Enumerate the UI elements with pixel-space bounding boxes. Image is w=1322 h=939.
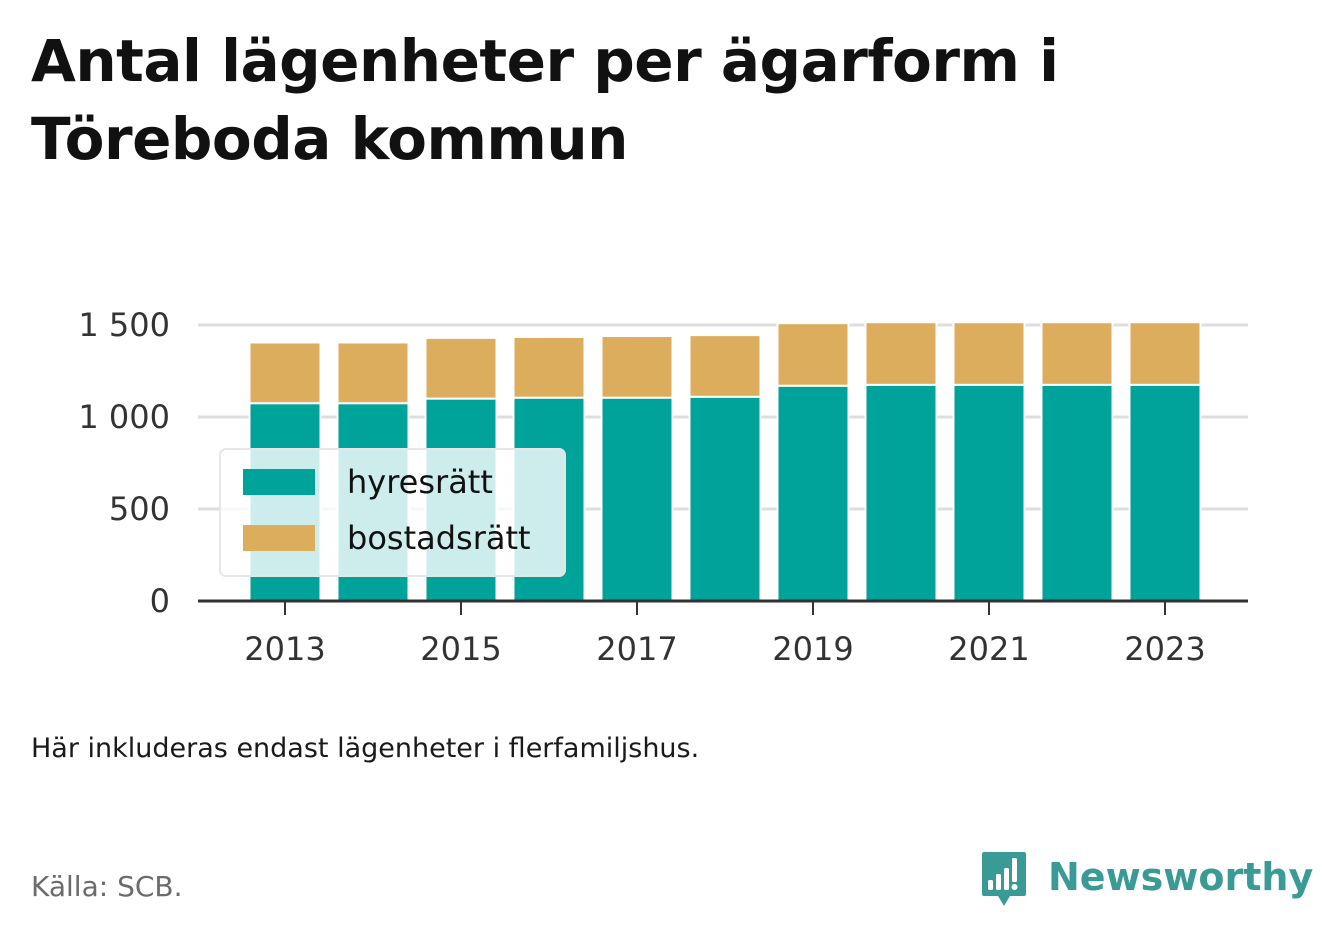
x-tick-label: 2017: [596, 630, 677, 668]
bar-hyresratt: [600, 396, 674, 602]
legend-swatch: [243, 469, 315, 495]
chart-note: Här inkluderas endast lägenheter i flerf…: [31, 733, 700, 764]
legend-swatch: [243, 525, 315, 551]
y-tick-label: 1 000: [78, 398, 170, 436]
bar-hyresratt: [776, 384, 850, 602]
bar-bostadsratt: [688, 334, 762, 398]
legend-label: hyresrätt: [347, 463, 493, 501]
x-tick-label: 2023: [1124, 630, 1205, 668]
x-tick-label: 2021: [948, 630, 1029, 668]
bar-hyresratt: [952, 383, 1026, 602]
bar-bostadsratt: [336, 341, 410, 405]
x-tick-label: 2019: [772, 630, 853, 668]
y-tick-label: 500: [109, 490, 170, 528]
legend-label: bostadsrätt: [347, 519, 531, 557]
bar-hyresratt: [688, 395, 762, 603]
source-text: Källa: SCB.: [31, 870, 183, 903]
bar-bostadsratt: [952, 321, 1026, 386]
bar-bostadsratt: [424, 336, 498, 400]
bar-bostadsratt: [1128, 321, 1202, 386]
brand-logo[interactable]: Newsworthy: [980, 850, 1313, 910]
bar-bostadsratt: [248, 341, 322, 405]
chart-title: Antal lägenheter per ägarform i Töreboda…: [31, 27, 1059, 173]
bar-bostadsratt: [864, 321, 938, 386]
bar-bostadsratt: [600, 335, 674, 399]
brand-name: Newsworthy: [1048, 855, 1314, 899]
bar-bostadsratt: [776, 322, 850, 387]
bar-bostadsratt: [512, 335, 586, 399]
bar-hyresratt: [864, 383, 938, 602]
y-tick-label: 1 500: [78, 306, 170, 344]
bar-hyresratt: [1128, 383, 1202, 602]
bar-bostadsratt: [1040, 321, 1114, 386]
y-tick-label: 0: [150, 582, 170, 620]
bar-hyresratt: [1040, 383, 1114, 602]
stacked-bar-chart: 0 500 1 000 1 500 2013 2015 2017 2019 2021 2023 hy…: [78, 306, 1248, 668]
newsworthy-logo-icon: [982, 852, 1026, 906]
x-tick-label: 2015: [420, 630, 501, 668]
x-tick-label: 2013: [244, 630, 325, 668]
